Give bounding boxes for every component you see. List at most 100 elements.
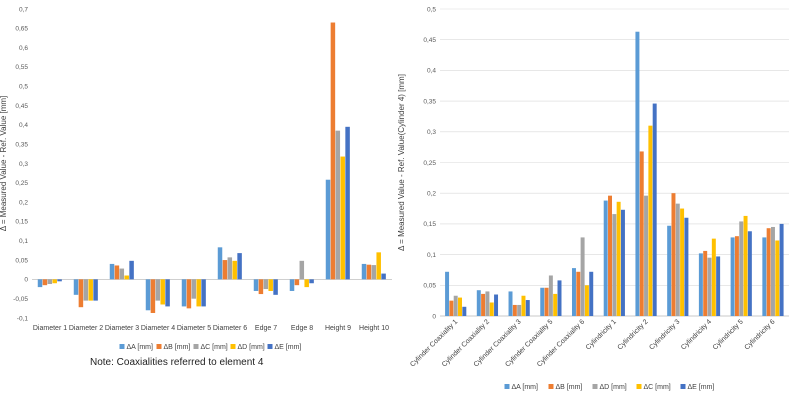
bar [445, 271, 450, 316]
bar [667, 225, 672, 316]
legend-swatch [680, 384, 686, 389]
y-tick-label: 0,1 [427, 252, 436, 259]
y-tick-label: 0,15 [423, 221, 436, 228]
chart-right: 0 0,05 0,1 0,15 0,2 0,25 0,3 0,35 0,4 0,45 0,5 Cyli… [397, 6, 789, 391]
y-tick-label: 0,65 [15, 26, 28, 33]
x-tick-label: Cylindricity 5 [712, 318, 745, 351]
bar [571, 268, 576, 316]
bar [227, 257, 233, 280]
bar [648, 125, 653, 316]
x-tick-label: Diameter 6 [213, 325, 247, 332]
x-tick-label: Edge 7 [255, 325, 277, 332]
bar [453, 295, 458, 316]
legend-label: ΔE [mm] [688, 384, 715, 391]
legend-label: ΔD [mm] [238, 344, 265, 351]
y-tick-label: 0,35 [423, 98, 436, 105]
y-axis-title: Δ = Measured Value - Ref. Value [mm] [0, 96, 8, 232]
y-tick-label: 0,3 [19, 161, 28, 168]
bar [734, 236, 739, 316]
y-tick-label: 0,15 [15, 219, 28, 226]
y-tick-label: 0,1 [19, 238, 28, 245]
bar [698, 253, 703, 316]
bar [508, 291, 513, 316]
x-tick-label: Cylindricity 1 [585, 318, 618, 351]
bar [222, 260, 228, 280]
bar [775, 240, 780, 316]
bar [371, 265, 377, 280]
legend-swatch [592, 384, 598, 389]
bar [675, 203, 680, 316]
y-tick-label: 0,55 [15, 64, 28, 71]
bar [485, 291, 490, 316]
bar [521, 295, 526, 316]
bar [680, 208, 685, 316]
bar [703, 250, 708, 316]
bar [580, 237, 585, 316]
bar [635, 31, 640, 316]
bar [304, 279, 309, 288]
y-tick-label: 0,3 [427, 129, 436, 136]
bar [201, 279, 206, 307]
bar [150, 279, 156, 313]
x-tick-label: Diameter 3 [105, 325, 139, 332]
bar [217, 247, 223, 280]
bar [361, 263, 367, 280]
bar [145, 279, 151, 311]
bar [489, 302, 494, 316]
bar [616, 201, 621, 316]
bar [684, 217, 689, 316]
bar [289, 279, 295, 291]
bar [83, 279, 89, 301]
bar [52, 279, 57, 284]
y-tick-label: 0,2 [19, 199, 28, 206]
bar [309, 279, 314, 284]
bar [481, 293, 486, 316]
bar [191, 279, 197, 299]
y-axis-title: Δ = Measured Value - Ref. Value(Cylinder… [397, 74, 406, 251]
y-tick-label: 0,5 [427, 6, 436, 13]
bar [330, 22, 336, 280]
bar [458, 297, 462, 316]
bar [78, 279, 84, 308]
y-tick-label: 0,25 [423, 160, 436, 167]
bar [608, 195, 612, 316]
bar [603, 200, 608, 316]
y-tick-label: -0,1 [17, 315, 29, 322]
x-tick-label: Cylindricity 4 [680, 318, 713, 351]
bar [237, 253, 242, 280]
bar [557, 280, 562, 316]
bar [589, 271, 594, 316]
bar [779, 223, 784, 316]
bar [584, 285, 589, 316]
y-tick-label: 0 [24, 277, 28, 284]
y-tick-label: 0,25 [15, 180, 28, 187]
x-tick-label: Height 9 [325, 325, 351, 332]
y-tick-label: 0,2 [427, 191, 436, 198]
bar [335, 130, 341, 280]
y-tick-label: -0,05 [13, 296, 28, 303]
bar [449, 300, 454, 316]
bar [258, 279, 264, 295]
x-tick-label: Diameter 1 [33, 325, 67, 332]
legend-swatch [267, 344, 273, 349]
coaxiality-note: Note: Coaxialities referred to element 4 [90, 357, 264, 368]
y-tick-label: 0,05 [423, 283, 436, 290]
bar [739, 221, 744, 316]
bar [639, 151, 644, 316]
bar [494, 294, 499, 316]
bar [88, 279, 93, 301]
bar [540, 287, 545, 316]
legend-label: ΔC [mm] [201, 344, 228, 351]
bar [42, 279, 48, 286]
bar [652, 103, 657, 316]
y-tick-label: 0,5 [19, 84, 28, 91]
legend-label: ΔB [mm] [556, 384, 583, 391]
bar [57, 279, 62, 282]
y-tick-label: 0,7 [19, 6, 28, 13]
legend-label: ΔA [mm] [512, 384, 539, 391]
y-tick-label: 0,6 [19, 45, 28, 52]
y-tick-label: 0,05 [15, 257, 28, 264]
bar [253, 279, 259, 291]
x-tick-label: Edge 8 [291, 325, 313, 332]
bar [707, 257, 712, 316]
